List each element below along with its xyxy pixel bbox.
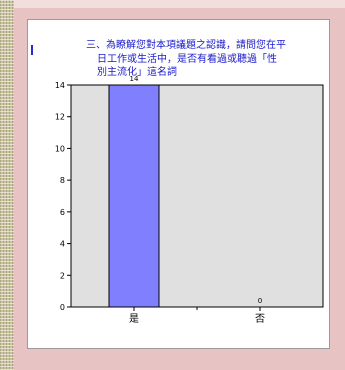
x-category-label: 否	[255, 313, 265, 325]
bar-1	[108, 84, 160, 308]
left-decorative-stripe	[0, 0, 14, 370]
bars: 14 0	[108, 75, 262, 308]
y-tick-label: 14	[55, 81, 65, 90]
x-category-label: 是	[129, 313, 139, 325]
y-tick-label: 0	[60, 303, 65, 312]
y-tick-label: 8	[60, 176, 65, 185]
chart-title-line-2: 日工作或生活中，是否有看過或聽過「性	[97, 53, 277, 65]
chart-title: 三、為瞭解您對本項議題之認識，請問您在平 日工作或生活中，是否有看過或聽過「性 …	[86, 39, 322, 80]
x-axis: 是否	[129, 307, 265, 325]
y-tick-label: 10	[55, 144, 65, 153]
y-tick-label: 12	[55, 113, 65, 122]
chart-title-line-1: 三、為瞭解您對本項議題之認識，請問您在平	[86, 40, 286, 51]
top-edge-band	[14, 0, 345, 8]
bar-data-label: 0	[258, 297, 262, 305]
y-tick-label: 2	[60, 271, 65, 280]
y-tick-label: 6	[60, 208, 65, 217]
blue-marker	[31, 45, 33, 55]
chart-title-line-3: 別主流化」這名詞	[97, 67, 177, 78]
y-axis: 0 2 4 6 8 10 12 14	[55, 81, 71, 312]
bar-data-label: 14	[130, 75, 139, 83]
y-tick-label: 4	[60, 240, 65, 249]
